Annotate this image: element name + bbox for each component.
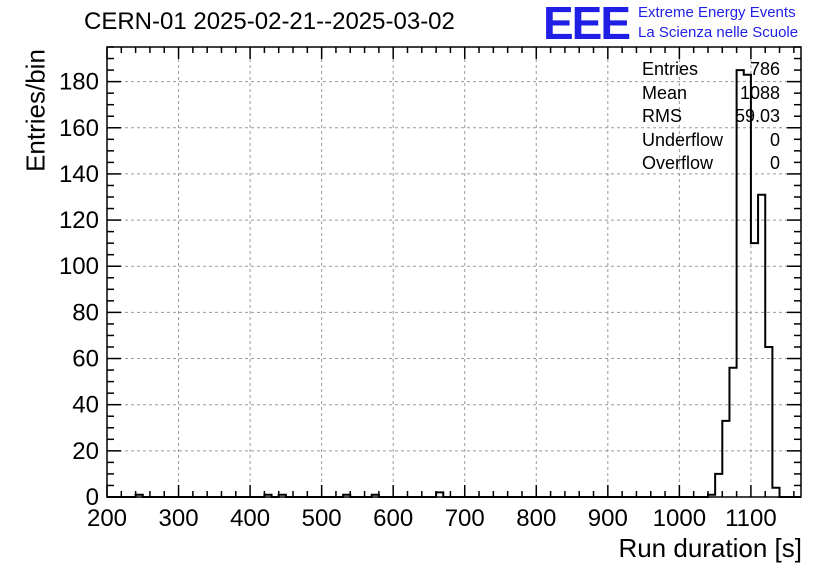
stats-row-mean: Mean 1088 xyxy=(642,82,780,106)
stats-value: 0 xyxy=(769,153,780,173)
stats-box: Entries 786 Mean 1088 RMS 59.03 Underflo… xyxy=(642,58,780,176)
axis-ticks xyxy=(106,46,801,498)
stats-row-rms: RMS 59.03 xyxy=(642,105,780,129)
y-tick-label: 140 xyxy=(59,161,99,188)
x-tick-label: 200 xyxy=(87,505,127,532)
x-tick-label: 1000 xyxy=(653,505,706,532)
stats-value: 0 xyxy=(769,129,780,150)
stats-row-underflow: Underflow 0 xyxy=(642,129,780,153)
stats-value: 1088 xyxy=(739,82,780,103)
y-axis-label: Entries/bin xyxy=(20,49,51,172)
plot-border xyxy=(106,46,802,498)
y-tick-label: 180 xyxy=(59,69,99,96)
y-tick-label: 60 xyxy=(72,346,99,373)
x-tick-label: 300 xyxy=(159,505,199,532)
stats-value: 786 xyxy=(749,59,780,79)
plot-frame xyxy=(106,46,802,498)
eee-logo: EEE xyxy=(543,0,631,49)
y-tick-label: 120 xyxy=(59,207,99,234)
tick-labels: 200 300 400 500 600 700 800 900 1000 110002040608… xyxy=(59,69,777,532)
y-tick-label: 0 xyxy=(86,484,99,511)
x-tick-label: 700 xyxy=(445,505,485,532)
stats-row-overflow: Overflow 0 xyxy=(642,152,780,176)
x-tick-label: 600 xyxy=(373,505,413,532)
stats-label: Underflow xyxy=(642,129,724,150)
x-tick-label: 900 xyxy=(588,505,628,532)
stats-value: 59.03 xyxy=(734,106,780,126)
y-tick-label: 80 xyxy=(72,299,99,326)
stats-label: Mean xyxy=(642,82,688,103)
x-tick-label: 1100 xyxy=(725,505,777,532)
logo-line-2: La Scienza nelle Scuole xyxy=(638,24,799,41)
logo-line-1: Extreme Energy Events xyxy=(638,4,796,21)
y-tick-label: 100 xyxy=(59,253,99,280)
chart-title: CERN-01 2025-02-21--2025-03-02 xyxy=(84,8,455,35)
x-tick-label: 500 xyxy=(302,505,342,532)
stats-label: Entries xyxy=(642,59,699,79)
x-tick-label: 800 xyxy=(516,505,556,532)
y-tick-label: 40 xyxy=(72,392,99,419)
stats-row-entries: Entries 786 xyxy=(642,58,780,82)
y-tick-label: 20 xyxy=(72,438,99,465)
y-tick-label: 160 xyxy=(59,115,99,142)
x-axis-label: Run duration [s] xyxy=(618,533,802,563)
stats-label: RMS xyxy=(642,106,682,126)
stats-label: Overflow xyxy=(642,153,714,173)
x-tick-label: 400 xyxy=(230,505,270,532)
